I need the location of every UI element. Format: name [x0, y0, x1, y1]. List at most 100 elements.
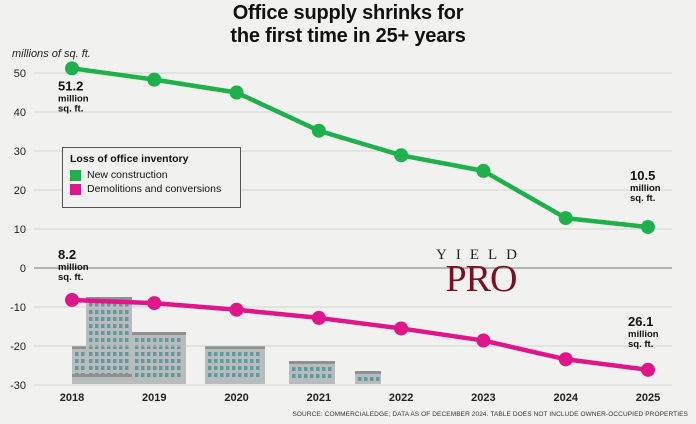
data-point	[229, 302, 244, 317]
building-window	[171, 373, 175, 377]
annotation-unit: million	[630, 183, 661, 194]
yieldpro-watermark: YIELD PRO	[436, 247, 517, 300]
building-window	[107, 366, 111, 370]
x-tick-label: 2021	[307, 392, 331, 404]
building-window	[177, 345, 181, 349]
building-window	[316, 374, 320, 378]
annotation-value: 51.2	[58, 78, 83, 93]
building	[132, 332, 186, 384]
building-window	[220, 352, 224, 356]
legend-swatch-magenta	[70, 183, 81, 195]
building-window	[125, 303, 129, 307]
y-tick-label: 50	[14, 68, 26, 80]
building-window	[298, 374, 302, 378]
building-window	[89, 317, 93, 321]
building-window	[135, 373, 139, 377]
building-window	[147, 338, 151, 342]
y-tick-label: 20	[14, 185, 26, 197]
legend-swatch-green	[70, 169, 81, 181]
building-window	[101, 310, 105, 314]
building-window	[177, 352, 181, 356]
building-window	[101, 345, 105, 349]
building-window	[81, 352, 85, 356]
building-window	[147, 366, 151, 370]
building-window	[135, 338, 139, 342]
building-window	[107, 338, 111, 342]
building-window	[310, 374, 314, 378]
building-window	[364, 377, 368, 381]
title-line-2: the first time in 25+ years	[230, 25, 466, 47]
title-line-1: Office supply shrinks for	[232, 2, 464, 24]
building-window	[141, 373, 145, 377]
building-window	[250, 366, 254, 370]
building-window	[165, 345, 169, 349]
building-roof	[72, 374, 132, 377]
annotation-unit: million	[58, 262, 89, 273]
building-window	[119, 345, 123, 349]
building-window	[153, 352, 157, 356]
building-window	[238, 359, 242, 363]
legend: Loss of office inventory New constructio…	[62, 147, 241, 208]
building-window	[153, 345, 157, 349]
data-point	[65, 61, 79, 76]
data-point	[641, 220, 655, 235]
building-window	[159, 345, 163, 349]
building-roof	[86, 297, 132, 300]
building-window	[89, 359, 93, 363]
building-window	[153, 338, 157, 342]
building-window	[238, 352, 242, 356]
building-body	[205, 346, 265, 384]
building-window	[370, 377, 374, 381]
building-window	[125, 338, 129, 342]
data-point	[229, 85, 244, 100]
building-window	[107, 359, 111, 363]
building-roof	[289, 361, 335, 364]
building-window	[95, 338, 99, 342]
building-window	[208, 352, 212, 356]
annotation-unit: sq. ft.	[58, 103, 83, 114]
legend-title: Loss of office inventory	[70, 153, 189, 165]
building-window	[101, 359, 105, 363]
building-window	[75, 352, 79, 356]
building-window	[232, 373, 236, 377]
data-point	[147, 296, 162, 311]
legend-label-demolitions: Demolitions and conversions	[87, 183, 222, 195]
building-window	[81, 359, 85, 363]
building-window	[141, 359, 145, 363]
building	[86, 297, 132, 384]
annotation-unit: sq. ft.	[628, 339, 653, 350]
x-tick-label: 2019	[142, 392, 166, 404]
building-window	[107, 303, 111, 307]
building-window	[95, 310, 99, 314]
building-window	[107, 324, 111, 328]
building-window	[238, 373, 242, 377]
series-line-0	[69, 66, 651, 230]
data-point	[476, 333, 491, 348]
building-roof	[72, 346, 86, 349]
building-window	[113, 310, 117, 314]
building-window	[89, 324, 93, 328]
building-window	[141, 345, 145, 349]
building-window	[135, 345, 139, 349]
x-tick-label: 2020	[224, 392, 248, 404]
building-window	[89, 331, 93, 335]
building-window	[147, 359, 151, 363]
y-tick-label: 30	[14, 146, 26, 158]
building-window	[101, 366, 105, 370]
building-window	[135, 366, 139, 370]
annotation-unit: million	[58, 93, 89, 104]
building-window	[113, 331, 117, 335]
building-window	[95, 345, 99, 349]
building-window	[107, 345, 111, 349]
building	[355, 371, 381, 384]
building-window	[159, 338, 163, 342]
building	[72, 374, 132, 384]
building-window	[75, 359, 79, 363]
building-window	[107, 352, 111, 356]
building-body	[289, 361, 335, 384]
building-window	[147, 352, 151, 356]
building-window	[141, 338, 145, 342]
